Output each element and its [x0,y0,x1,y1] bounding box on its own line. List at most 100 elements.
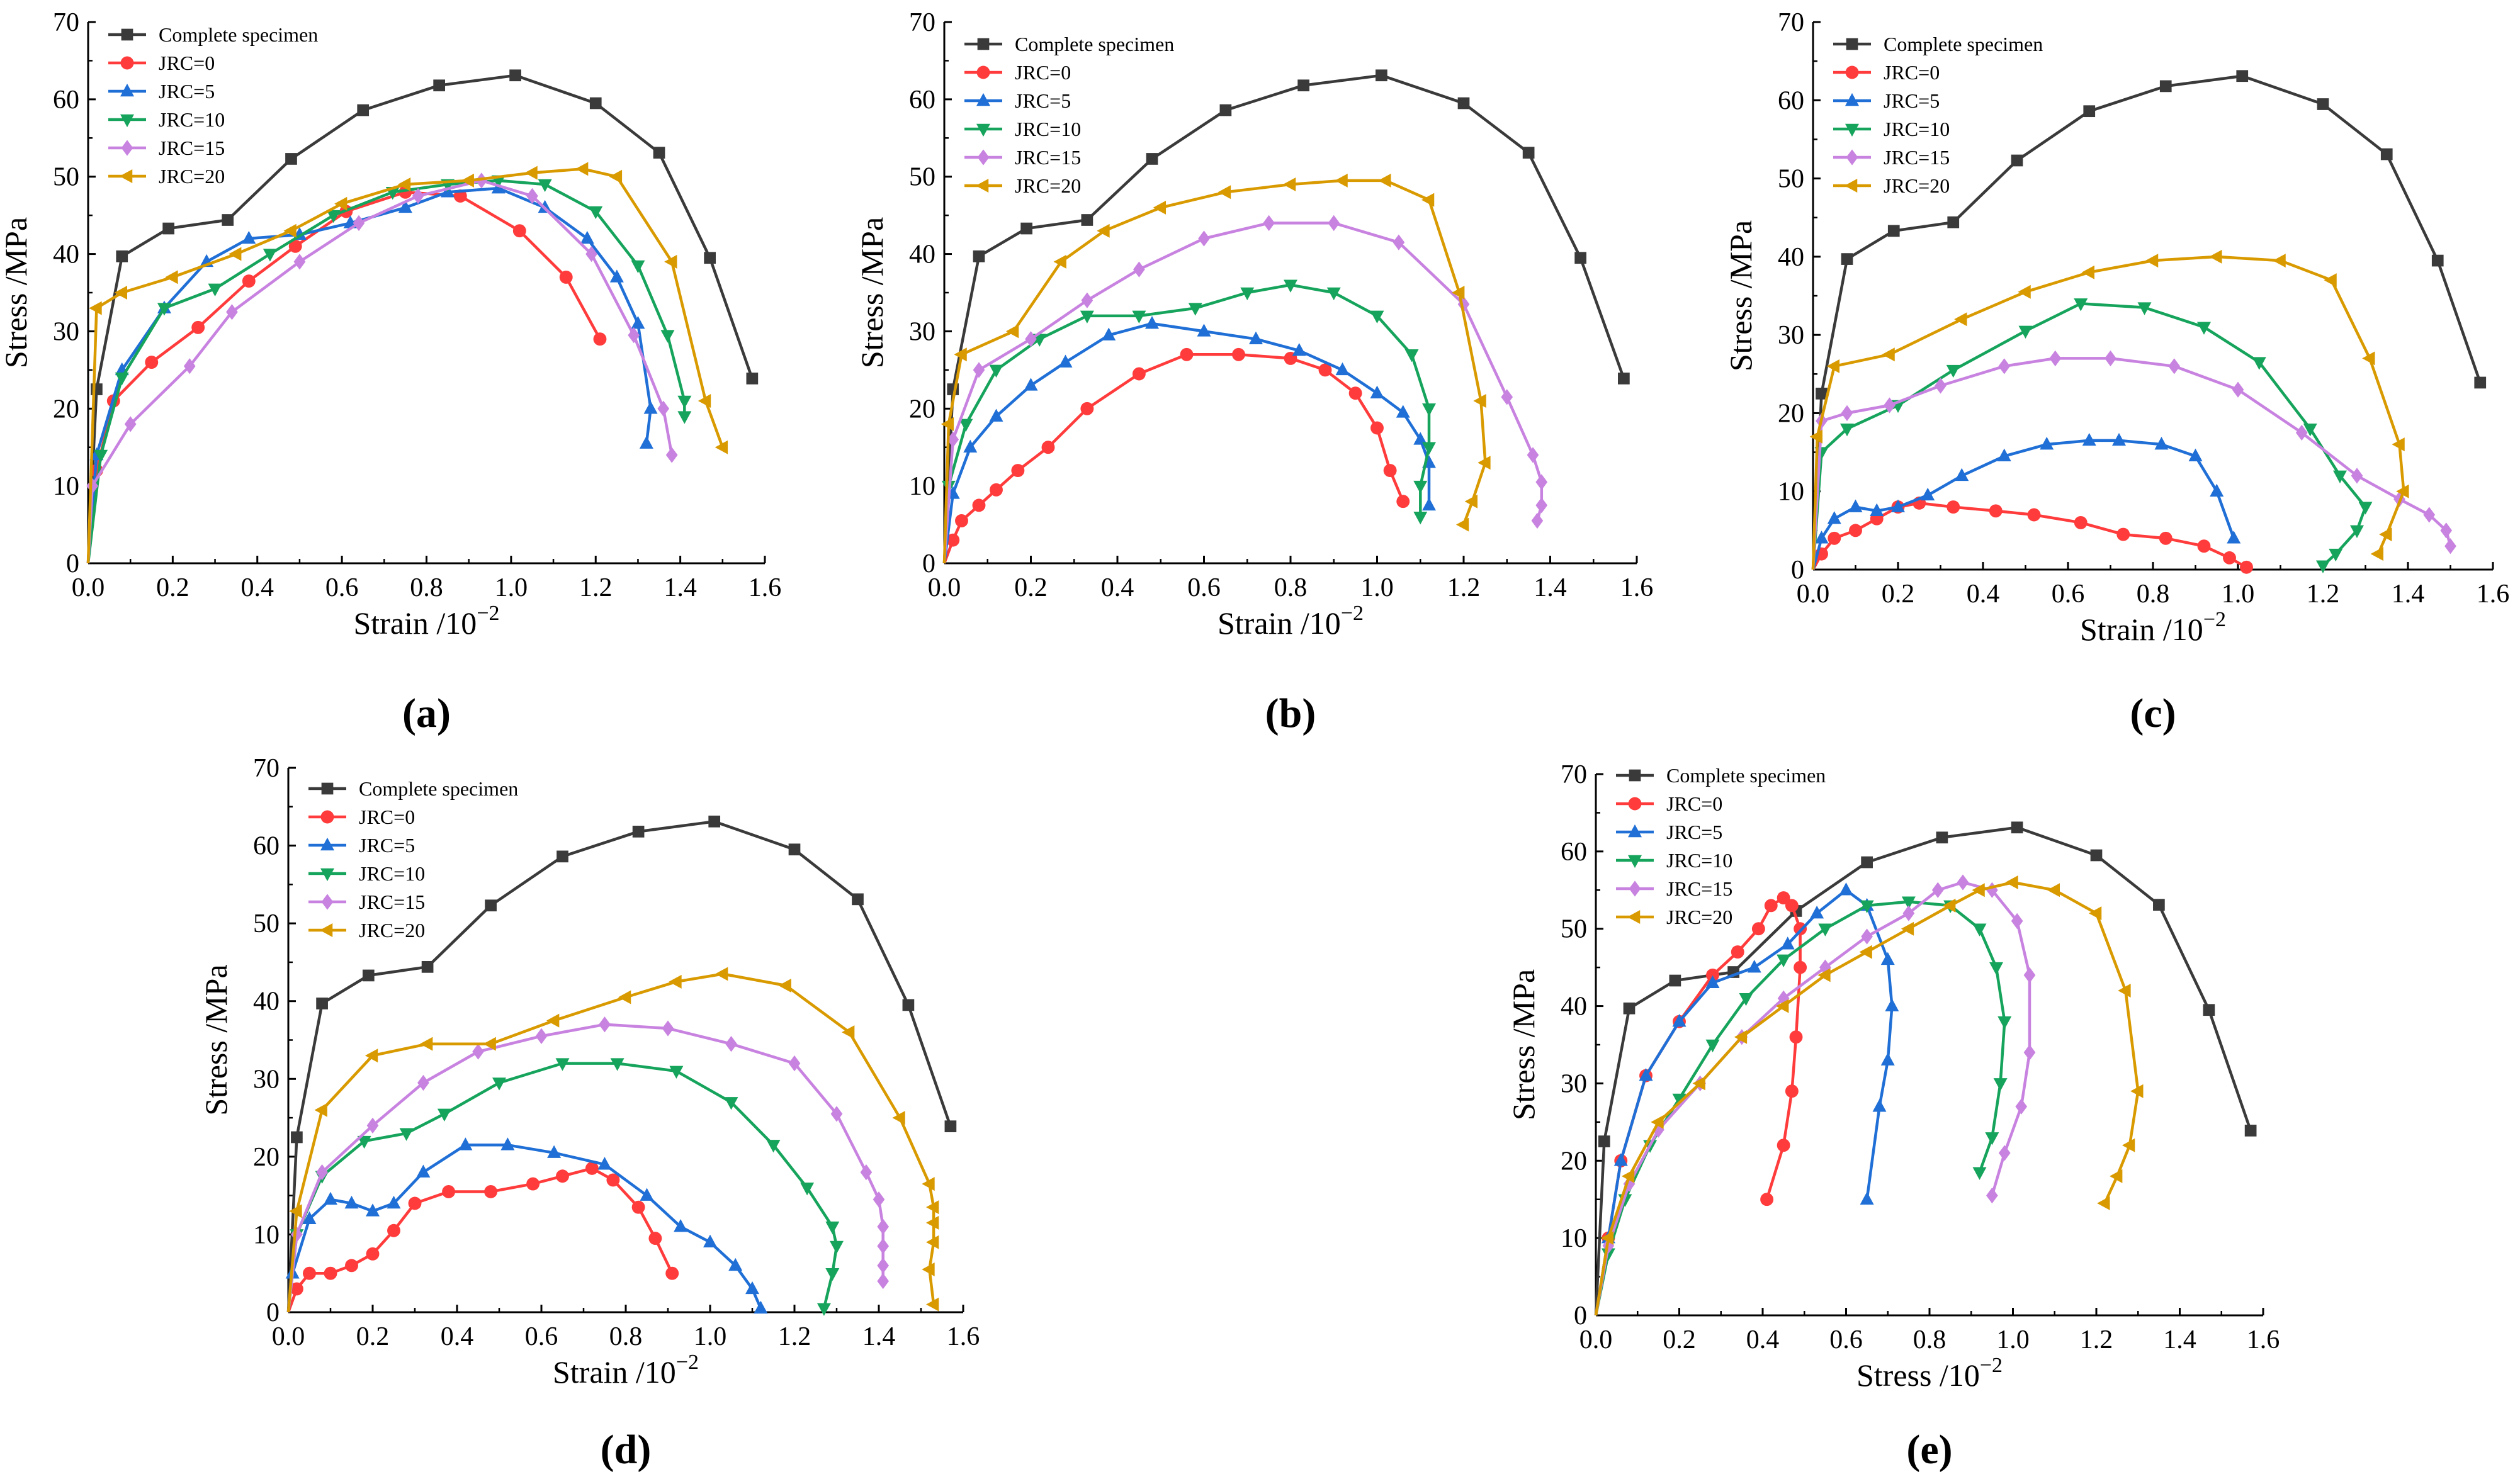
data-point [114,286,127,300]
series-line [1811,255,2405,570]
data-point [631,316,645,329]
x-tick-label: 1.4 [2163,1325,2196,1354]
x-axis-title: Strain /10−2 [553,1351,699,1390]
data-point [1132,367,1146,381]
data-point [2244,1125,2257,1137]
series-line [1812,502,2247,571]
data-point [2203,1004,2215,1016]
data-point [1188,303,1202,316]
data-point [115,372,129,386]
data-point [1780,936,1795,950]
data-point [1232,347,1245,361]
legend-label: JRC=10 [1884,118,1950,140]
series-jrc-15 [286,1016,890,1313]
data-point [291,1226,303,1243]
data-point [1011,464,1025,478]
data-point [1102,327,1116,340]
y-tick-label: 20 [1778,399,1804,428]
series-line [286,1062,839,1313]
data-point [852,893,864,906]
data-point [2090,849,2103,862]
legend-marker [120,56,134,70]
data-point [366,1117,379,1134]
x-tick-label: 0.8 [410,573,443,602]
data-point [2015,1098,2028,1115]
data-point [492,1077,506,1091]
data-point [674,1218,688,1232]
data-point [1993,1078,2008,1091]
y-tick-label: 10 [253,1220,280,1249]
data-point [1739,993,1753,1006]
data-point [1383,464,1397,478]
data-point [1097,223,1110,238]
data-point [1902,905,1915,921]
data-point [1421,193,1435,207]
data-point [1284,279,1297,293]
data-point [398,200,412,213]
data-point [2351,468,2363,484]
x-tick-label: 0.4 [1101,573,1134,602]
data-point [2197,322,2211,335]
legend-label: JRC=20 [1666,906,1732,928]
data-point [1024,378,1038,391]
y-tick-label: 20 [53,395,79,424]
x-tick-label: 1.2 [778,1322,811,1351]
data-point [1197,323,1211,337]
data-point [708,815,721,828]
x-tick-label: 0.8 [609,1322,643,1351]
data-point [973,250,985,262]
legend-label: JRC=10 [1015,118,1081,140]
data-point [2317,98,2329,110]
data-point [2188,448,2203,462]
y-tick-label: 50 [1561,915,1587,944]
data-point [1705,975,1720,988]
y-tick-label: 40 [1778,243,1804,272]
data-point [947,431,959,448]
data-point [2145,254,2159,268]
legend-marker [976,65,990,79]
series-jrc-5 [285,1137,768,1314]
data-point [1776,999,1789,1013]
data-point [94,449,108,463]
legend-marker [321,782,334,795]
data-point [2159,531,2173,545]
series-line [942,222,1544,564]
legend-label: JRC=20 [159,165,225,188]
y-tick-label: 60 [909,86,935,115]
data-point [1816,388,1828,400]
legend-label: JRC=5 [359,834,415,857]
data-point [526,1177,540,1191]
x-tick-label: 1.6 [2477,580,2510,609]
data-point [412,188,424,205]
data-point [599,1016,611,1033]
data-point [420,1037,433,1051]
data-point [1058,354,1073,368]
data-point [226,304,238,320]
legend-label: Complete specimen [359,777,518,800]
y-tick-label: 10 [909,472,935,501]
legend-label: JRC=5 [1884,89,1940,112]
data-point [1613,1153,1628,1166]
data-point [606,1173,620,1187]
data-point [316,998,328,1009]
x-axis-title: Strain /10−2 [1218,602,1364,641]
data-point [483,1037,496,1051]
data-point [2444,538,2456,554]
legend-marker [1844,179,1858,193]
data-point [2392,437,2405,452]
x-axis-title-exponent: −2 [1341,602,1364,625]
data-point [1672,1093,1687,1107]
data-point [972,498,986,512]
data-point [1947,500,1960,514]
y-tick-label: 40 [1561,993,1587,1021]
data-point [1859,945,1872,959]
data-point [1809,429,1822,444]
data-point [1501,389,1513,405]
x-axis-title-exponent: −2 [676,1351,699,1374]
data-point [2130,1084,2144,1098]
data-point [2011,821,2023,834]
legend-label: JRC=10 [1666,849,1732,872]
data-point [902,999,915,1011]
legend-marker [121,28,133,41]
data-point [2074,515,2088,529]
